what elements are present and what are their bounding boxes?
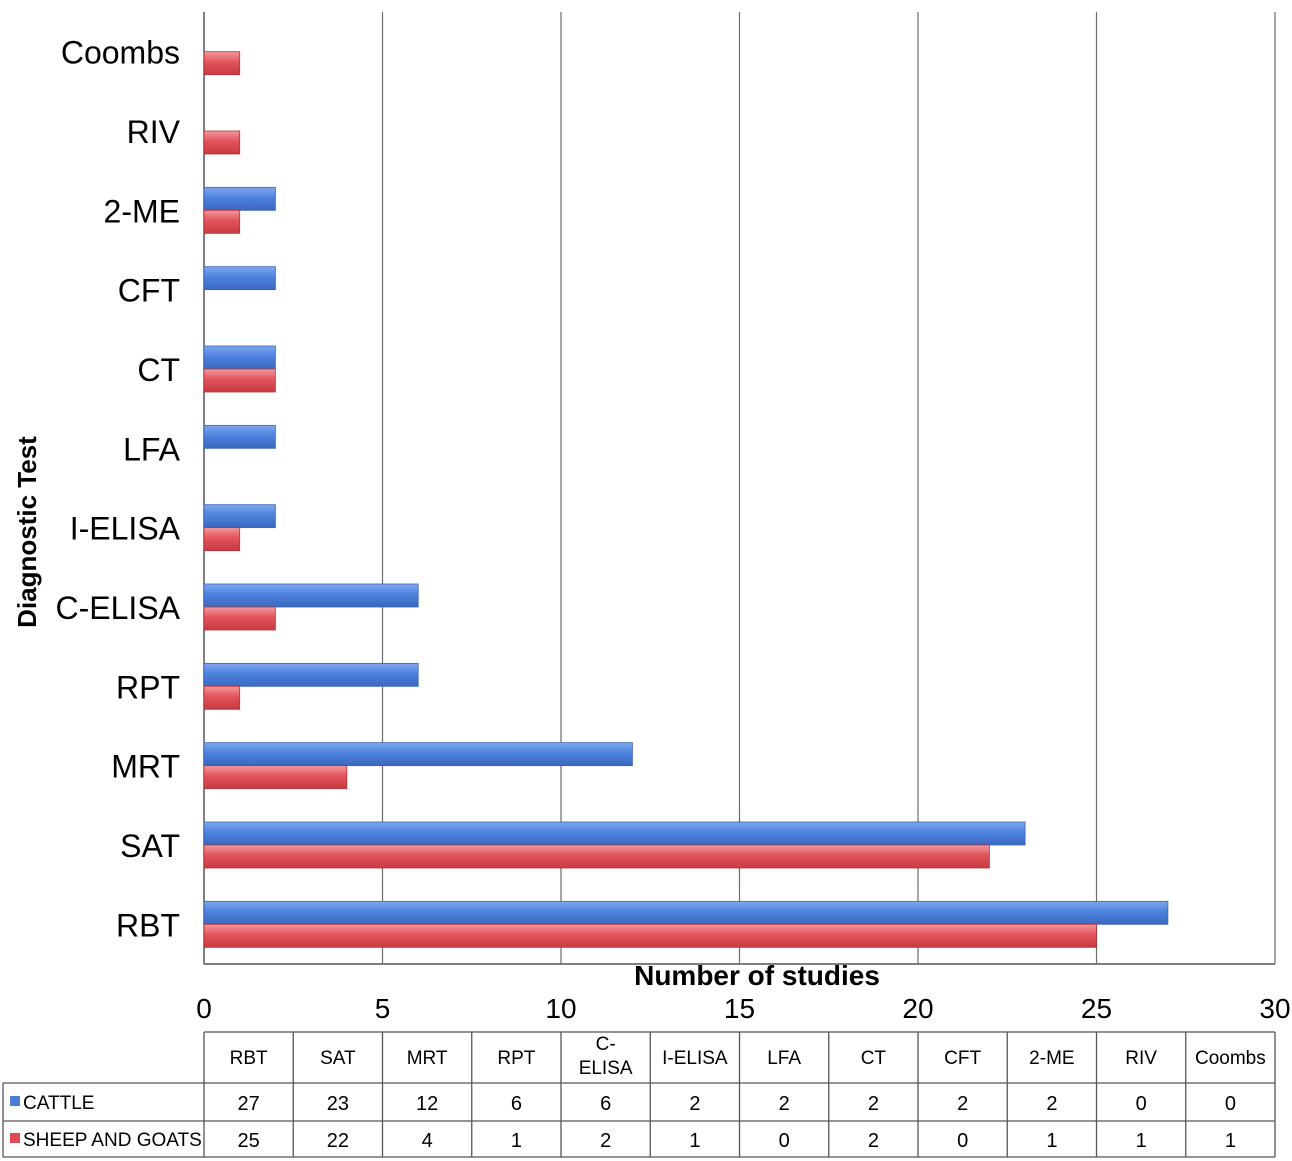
x-tick-labels: 0 5 10 15 20 25 30 [196, 993, 1290, 1024]
table-header-cell: C- [596, 1034, 616, 1055]
bar-cattle-ct [203, 345, 276, 370]
bar-sheep-and-goats-mrt [203, 765, 348, 790]
category-label: MRT [111, 749, 180, 785]
legend-key [10, 1096, 20, 1106]
table-value-cell: 4 [422, 1130, 433, 1152]
table-header-cell: CFT [944, 1048, 981, 1069]
table-value-cell: 1 [511, 1130, 522, 1152]
bar-sheep-and-goats-coombs [203, 51, 241, 76]
bar-sheep-and-goats-riv [203, 130, 241, 155]
bar-sheep-and-goats-rbt [203, 923, 1097, 948]
category-label: SAT [120, 828, 180, 864]
category-label: I-ELISA [70, 511, 181, 547]
table-row-label: SHEEP AND GOATS [23, 1130, 202, 1151]
table-value-cell: 22 [327, 1130, 349, 1152]
table-value-cell: 2 [600, 1130, 611, 1152]
x-tick-label: 10 [545, 993, 576, 1024]
category-label: 2-ME [104, 193, 180, 229]
bar-cattle-sat [203, 821, 1026, 846]
legend-key [10, 1133, 20, 1143]
table-header-cell: MRT [407, 1048, 448, 1069]
category-label: RBT [116, 907, 180, 943]
bar-cattle-rbt [203, 900, 1169, 925]
category-label: CFT [118, 273, 180, 309]
table-value-cell: 2 [868, 1130, 879, 1152]
table-value-cell: 0 [957, 1130, 968, 1152]
bar-cattle-c-elisa [203, 583, 419, 608]
category-label: LFA [123, 431, 181, 467]
table-header-cell: Coombs [1195, 1048, 1266, 1069]
x-tick-label: 30 [1259, 993, 1290, 1024]
table-header-cell: RIV [1125, 1048, 1157, 1069]
table-header-cell: RBT [230, 1048, 268, 1069]
bar-cattle-i-elisa [203, 504, 276, 529]
table-header-cell: I-ELISA [662, 1048, 728, 1069]
table-value-cell: 6 [511, 1093, 522, 1115]
x-tick-label: 5 [375, 993, 391, 1024]
data-table: RBT SAT MRT RPT C- ELISA I-ELISA LFA CT CFT 2-ME RI… [2, 1031, 1276, 1158]
bar-sheep-and-goats-ct [203, 368, 276, 393]
y-axis-title: Diagnostic Test [12, 436, 42, 628]
table-value-cell: 2 [779, 1093, 790, 1115]
table-row-label: CATTLE [23, 1093, 94, 1114]
bars [203, 51, 1169, 948]
table-value-cell: 2 [689, 1093, 700, 1115]
table-value-cell: 12 [416, 1093, 438, 1115]
category-label: CT [137, 352, 180, 388]
bar-cattle-cft [203, 266, 276, 291]
table-value-cell: 0 [1136, 1093, 1147, 1115]
category-label: C-ELISA [56, 590, 181, 626]
x-axis-title: Number of studies [634, 960, 880, 991]
category-labels: RBT SAT MRT RPT C-ELISA I-ELISA LFA CT CFT 2-ME RI… [56, 35, 181, 944]
table-value-cell: 1 [1225, 1130, 1236, 1152]
bar-cattle-mrt [203, 742, 633, 767]
bar-cattle-lfa [203, 424, 276, 449]
category-label: Coombs [61, 35, 180, 71]
table-value-cell: 2 [1046, 1093, 1057, 1115]
table-value-cell: 23 [327, 1093, 349, 1115]
table-header-cell: RPT [497, 1048, 535, 1069]
x-tick-label: 0 [196, 993, 212, 1024]
bar-sheep-and-goats-i-elisa [203, 527, 241, 552]
table-value-cell: 6 [600, 1093, 611, 1115]
x-tick-label: 25 [1081, 993, 1112, 1024]
table-value-cell: 25 [238, 1130, 260, 1152]
table-value-cell: 1 [1046, 1130, 1057, 1152]
bar-sheep-and-goats-c-elisa [203, 606, 276, 631]
table-value-cell: 2 [868, 1093, 879, 1115]
table-header-cell: CT [861, 1048, 887, 1069]
table-value-cell: 27 [238, 1093, 260, 1115]
table-value-cell: 1 [1136, 1130, 1147, 1152]
gridlines [381, 12, 1276, 964]
table-value-cell: 1 [689, 1130, 700, 1152]
table-value-cell: 0 [1225, 1093, 1236, 1115]
table-value-cell: 2 [957, 1093, 968, 1115]
table-header-cell: ELISA [579, 1058, 633, 1079]
table-value-cell: 0 [779, 1130, 790, 1152]
table-header-cell: LFA [767, 1048, 801, 1069]
table-header-cell: 2-ME [1029, 1048, 1074, 1069]
bar-sheep-and-goats-rpt [203, 685, 241, 710]
bar-sheep-and-goats-2-me [203, 209, 241, 234]
table-header-cell: SAT [320, 1048, 356, 1069]
category-label: RIV [127, 114, 181, 150]
bar-cattle-2-me [203, 186, 276, 211]
bar-cattle-rpt [203, 662, 419, 687]
bar-sheep-and-goats-sat [203, 844, 990, 869]
category-label: RPT [116, 669, 180, 705]
x-tick-label: 20 [902, 993, 933, 1024]
x-tick-label: 15 [724, 993, 755, 1024]
